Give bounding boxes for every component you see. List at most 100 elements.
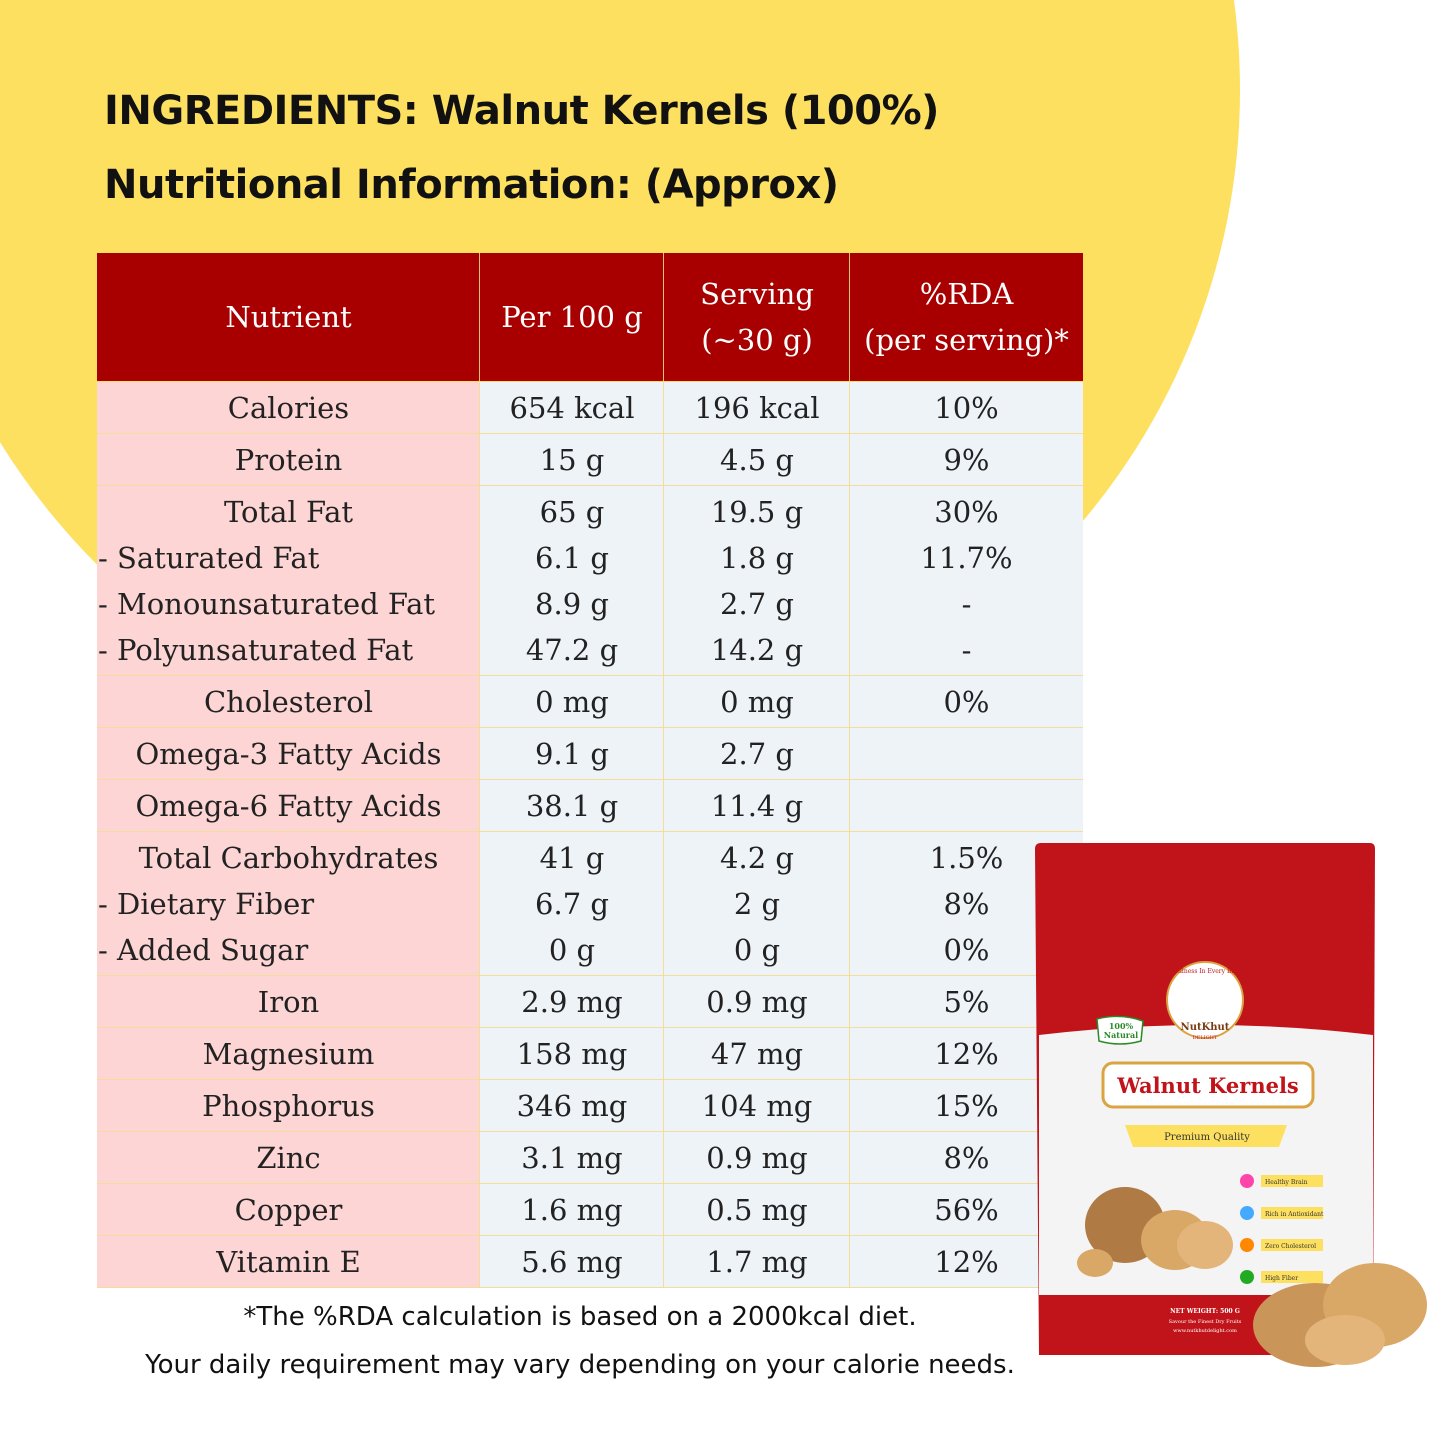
walnut bbox=[1177, 1221, 1233, 1269]
nutrient-name: Total Fat bbox=[223, 495, 354, 529]
feature-icon bbox=[1240, 1270, 1254, 1284]
slogan: Savour the Finest Dry Fruits bbox=[1169, 1319, 1242, 1325]
body-cell bbox=[97, 1184, 480, 1236]
nutrient-name: Phosphorus bbox=[202, 1089, 375, 1123]
nutrient-value: 0% bbox=[943, 933, 990, 967]
nutrient-value: 654 kcal bbox=[509, 391, 635, 425]
badge-text: 100% bbox=[1109, 1021, 1134, 1031]
nutrient-name: Magnesium bbox=[202, 1037, 375, 1071]
body-cell bbox=[480, 1236, 664, 1288]
walnut bbox=[1077, 1249, 1113, 1277]
body-cell bbox=[480, 486, 664, 676]
header-text: %RDA bbox=[919, 277, 1014, 311]
feature-bar bbox=[1261, 1175, 1323, 1187]
logo bbox=[1166, 961, 1244, 1039]
walnuts bbox=[1077, 1187, 1233, 1277]
nutrient-value: 12% bbox=[934, 1245, 999, 1279]
body-cell bbox=[850, 728, 1083, 780]
nutrient-value: 15 g bbox=[539, 443, 605, 477]
feature-icon bbox=[1240, 1238, 1254, 1252]
nutrient-value: 8.9 g bbox=[535, 587, 609, 621]
nutrient-name: Total Carbohydrates bbox=[138, 841, 439, 875]
nutrient-value: 8% bbox=[943, 887, 990, 921]
walnut bbox=[1305, 1315, 1385, 1365]
feature-bar bbox=[1261, 1271, 1323, 1283]
nutrient-value: 1.5% bbox=[929, 841, 1004, 875]
body-cell bbox=[480, 1132, 664, 1184]
header-text: Per 100 g bbox=[501, 300, 643, 334]
nutrient-value: 2.7 g bbox=[720, 737, 794, 771]
header-text: (per serving)* bbox=[864, 323, 1069, 357]
body-cell bbox=[97, 434, 480, 486]
nutrient-value: 0 mg bbox=[535, 685, 609, 719]
header-cell bbox=[664, 253, 850, 381]
body-cell bbox=[480, 780, 664, 832]
footnote: *The %RDA calculation is based on a 2000… bbox=[243, 1302, 917, 1332]
body-cell bbox=[97, 832, 480, 976]
feature: Zero Cholesterol bbox=[1265, 1243, 1316, 1250]
body-cell bbox=[850, 486, 1083, 676]
body-cell bbox=[664, 1184, 850, 1236]
nutrient-value: 0% bbox=[943, 685, 990, 719]
feature-bar bbox=[1261, 1207, 1323, 1219]
body-cell bbox=[664, 434, 850, 486]
quality-banner bbox=[1125, 1125, 1287, 1147]
body-cell bbox=[480, 728, 664, 780]
nutrient-value: 5.6 mg bbox=[521, 1245, 623, 1279]
subtitle: Nutritional Information: (Approx) bbox=[104, 162, 839, 208]
nutrient-value: 0.9 mg bbox=[706, 985, 808, 1019]
body-cell bbox=[97, 1028, 480, 1080]
nutrient-value: 15% bbox=[934, 1089, 999, 1123]
body-cell bbox=[850, 780, 1083, 832]
nutrient-name: - Dietary Fiber bbox=[98, 887, 315, 921]
nutrient-value: 0 g bbox=[548, 933, 596, 967]
header-text: Serving bbox=[700, 277, 814, 311]
body-cell bbox=[97, 780, 480, 832]
nutrient-value: 65 g bbox=[539, 495, 605, 529]
body-cell bbox=[97, 976, 480, 1028]
logo-brand-sub: DELIGHT bbox=[1193, 1035, 1218, 1041]
header-cell bbox=[850, 253, 1083, 381]
nutrient-value: 4.5 g bbox=[720, 443, 794, 477]
features: Healthy Brain Rich in Antioxidant Zero C… bbox=[1240, 1174, 1324, 1284]
body-cell bbox=[480, 676, 664, 728]
body-cell bbox=[664, 780, 850, 832]
header-cell bbox=[97, 253, 480, 381]
title: INGREDIENTS: Walnut Kernels (100%) bbox=[104, 88, 939, 134]
nutrient-name: Copper bbox=[234, 1193, 343, 1227]
nutrient-value: 3.1 mg bbox=[521, 1141, 623, 1175]
body-cell bbox=[480, 1184, 664, 1236]
body-cell bbox=[97, 382, 480, 434]
nutrient-name: - Saturated Fat bbox=[98, 541, 320, 575]
logo-tagline: Wellness In Every Bite bbox=[1171, 968, 1240, 975]
nutrient-value: 19.5 g bbox=[710, 495, 804, 529]
header-text: (~30 g) bbox=[701, 323, 813, 357]
header-text: Nutrient bbox=[225, 300, 352, 334]
body-cell bbox=[664, 976, 850, 1028]
nutrient-value: 5% bbox=[943, 985, 990, 1019]
feature-icon bbox=[1240, 1206, 1254, 1220]
quality: Premium Quality bbox=[1164, 1132, 1250, 1143]
nutrient-name: Calories bbox=[227, 391, 350, 425]
nutrient-value: 104 mg bbox=[701, 1089, 813, 1123]
nutrient-value: - bbox=[961, 633, 972, 667]
body-cell bbox=[480, 832, 664, 976]
body-cell bbox=[850, 676, 1083, 728]
body-cell bbox=[664, 1028, 850, 1080]
nutrient-value: 30% bbox=[934, 495, 999, 529]
name-banner bbox=[1101, 1061, 1315, 1109]
nutrient-value: 346 mg bbox=[516, 1089, 628, 1123]
nutrient-value: 14.2 g bbox=[710, 633, 804, 667]
loose-walnuts bbox=[1253, 1263, 1427, 1367]
body-cell bbox=[664, 486, 850, 676]
nutrient-name: - Polyunsaturated Fat bbox=[98, 633, 414, 667]
nutrient-value: 38.1 g bbox=[525, 789, 619, 823]
nutrient-value: 6.7 g bbox=[535, 887, 609, 921]
footnote: Your daily requirement may vary dependin… bbox=[145, 1350, 1015, 1380]
feature: Healthy Brain bbox=[1265, 1179, 1308, 1186]
nutrient-name: Omega-6 Fatty Acids bbox=[135, 789, 442, 823]
body-cell bbox=[664, 382, 850, 434]
nutrient-name: Omega-3 Fatty Acids bbox=[135, 737, 442, 771]
nutrient-value: 1.8 g bbox=[720, 541, 794, 575]
net-weight: NET WEIGHT: 500 G bbox=[1170, 1308, 1240, 1315]
